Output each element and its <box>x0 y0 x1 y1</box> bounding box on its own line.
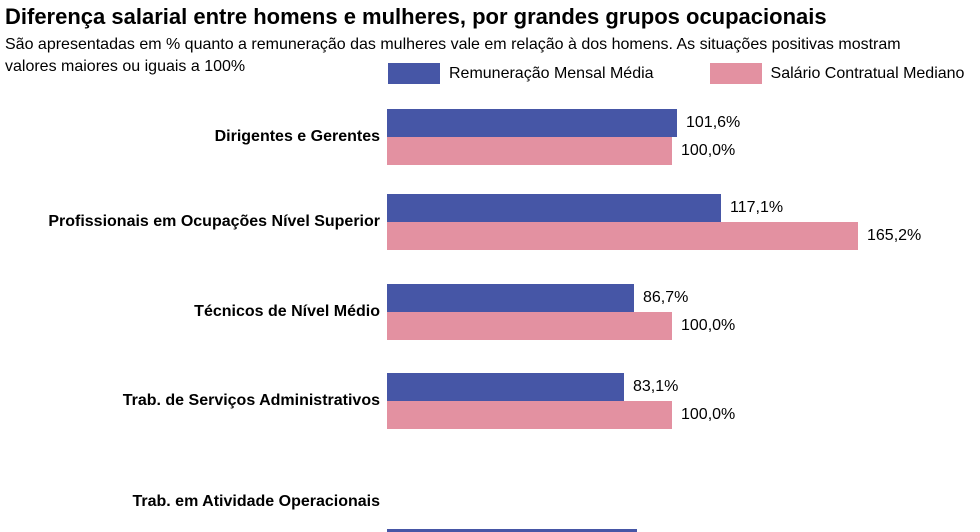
chart-subtitle: São apresentadas em % quanto a remuneraç… <box>5 36 901 75</box>
category-label-profissionais: Profissionais em Ocupações Nível Superio… <box>48 213 380 230</box>
category-label-operacionais: Trab. em Atividade Operacionais <box>132 493 381 510</box>
chart-legend: Remuneração Mensal Média Salário Contrat… <box>388 63 964 84</box>
legend-swatch-blue-icon <box>388 63 440 84</box>
value-label: 100,0% <box>681 317 736 334</box>
bar-mensal-dirigentes: 101,6% <box>387 109 740 137</box>
value-label: 100,0% <box>681 142 736 159</box>
bar-mediano-servicos-adm: 100,0% <box>387 401 735 429</box>
bar-mediano-tecnicos: 100,0% <box>387 312 735 340</box>
legend-swatch-pink-icon <box>709 63 762 84</box>
value-label: 86,7% <box>643 289 689 306</box>
bar-mediano-profissionais: 165,2% <box>387 222 921 250</box>
value-label: 100,0% <box>681 406 736 423</box>
legend-item-mensal: Remuneração Mensal Média <box>388 63 654 84</box>
value-label: 165,2% <box>867 227 922 244</box>
value-label: 83,1% <box>633 378 679 395</box>
bar-mensal-profissionais: 117,1% <box>387 194 783 222</box>
legend-label-mensal: Remuneração Mensal Média <box>449 64 654 82</box>
value-label: 117,1% <box>730 199 784 216</box>
category-label-dirigentes: Dirigentes e Gerentes <box>214 128 380 145</box>
category-label-servicos-adm: Trab. de Serviços Administrativos <box>122 392 380 409</box>
chart-title: Diferença salarial entre homens e mulher… <box>5 4 827 29</box>
value-label: 101,6% <box>686 114 741 131</box>
bar-mediano-dirigentes: 100,0% <box>387 137 735 165</box>
legend-label-mediano: Salário Contratual Mediano <box>770 64 965 82</box>
legend-item-mediano: Salário Contratual Mediano <box>709 63 965 84</box>
category-label-tecnicos: Técnicos de Nível Médio <box>194 303 380 320</box>
bar-mensal-operacionais-cutoff <box>387 529 637 532</box>
bar-mensal-servicos-adm: 83,1% <box>387 373 678 401</box>
bar-mensal-tecnicos: 86,7% <box>387 284 688 312</box>
